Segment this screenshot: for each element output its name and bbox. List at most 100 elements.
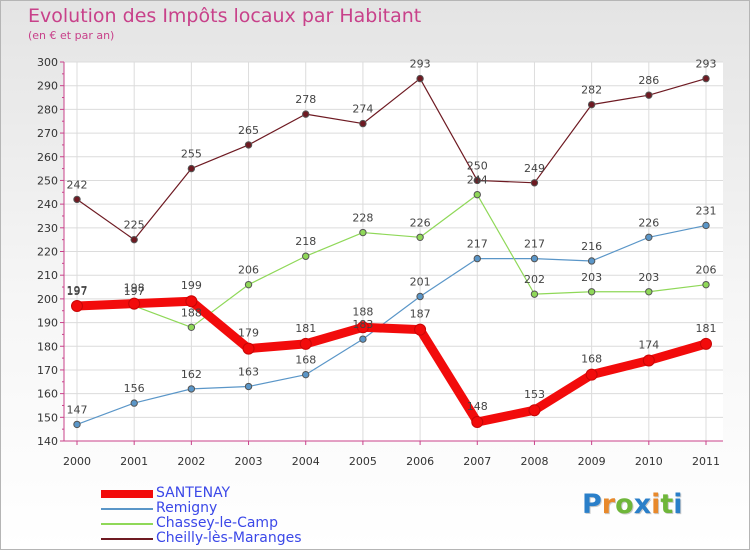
data-point-santenay bbox=[414, 323, 427, 336]
y-tick-label: 180 bbox=[37, 340, 58, 353]
y-tick-label: 160 bbox=[37, 388, 58, 401]
legend-label-santenay: SANTENAY bbox=[156, 485, 231, 501]
data-point-cheilly-l-s-maranges bbox=[416, 74, 424, 83]
data-label-chassey-le-camp: 197 bbox=[67, 285, 88, 298]
data-label-cheilly-l-s-maranges: 286 bbox=[638, 74, 659, 87]
x-tick-label: 2001 bbox=[120, 455, 148, 468]
data-point-chassey-le-camp bbox=[359, 228, 367, 237]
data-label-santenay: 181 bbox=[295, 322, 316, 335]
data-label-santenay: 188 bbox=[352, 305, 373, 318]
data-point-santenay bbox=[71, 299, 83, 312]
data-label-remigny: 156 bbox=[124, 382, 145, 395]
data-point-santenay bbox=[299, 337, 312, 350]
legend-label-chassey: Chassey-le-Camp bbox=[156, 515, 278, 531]
series-line-santenay bbox=[72, 296, 711, 427]
data-label-santenay: 199 bbox=[181, 279, 202, 292]
x-tick-label: 2010 bbox=[635, 455, 663, 468]
data-point-cheilly-l-s-maranges bbox=[702, 74, 710, 83]
y-tick-label: 190 bbox=[37, 317, 58, 330]
data-label-chassey-le-camp: 203 bbox=[581, 271, 602, 284]
data-label-cheilly-l-s-maranges: 274 bbox=[352, 103, 373, 116]
logo-letter: r bbox=[601, 489, 616, 520]
series-line-remigny bbox=[76, 224, 707, 426]
data-label-chassey-le-camp: 197 bbox=[124, 285, 145, 298]
data-label-cheilly-l-s-maranges: 249 bbox=[524, 162, 545, 175]
data-point-remigny bbox=[587, 257, 596, 265]
y-tick-label: 280 bbox=[37, 103, 58, 116]
data-point-cheilly-l-s-maranges bbox=[530, 179, 539, 187]
data-label-santenay: 181 bbox=[696, 322, 717, 335]
data-label-santenay: 174 bbox=[638, 338, 659, 351]
data-label-remigny: 168 bbox=[295, 354, 316, 367]
data-label-santenay: 168 bbox=[581, 353, 602, 366]
data-point-cheilly-l-s-maranges bbox=[73, 195, 81, 204]
x-tick-label: 2004 bbox=[292, 455, 320, 468]
legend-swatch-cheilly bbox=[101, 538, 153, 540]
logo-letter: o bbox=[615, 489, 634, 520]
data-point-cheilly-l-s-maranges bbox=[645, 91, 653, 99]
data-label-cheilly-l-s-maranges: 225 bbox=[124, 219, 145, 232]
data-point-chassey-le-camp bbox=[302, 252, 310, 260]
data-point-chassey-le-camp bbox=[416, 233, 424, 241]
x-tick-label: 2006 bbox=[406, 455, 434, 468]
data-label-cheilly-l-s-maranges: 293 bbox=[410, 58, 431, 71]
y-tick-label: 170 bbox=[37, 364, 58, 377]
y-tick-label: 290 bbox=[37, 80, 58, 93]
data-label-cheilly-l-s-maranges: 282 bbox=[581, 84, 602, 97]
data-point-remigny bbox=[416, 292, 424, 301]
data-point-santenay bbox=[356, 321, 369, 334]
data-label-remigny: 201 bbox=[410, 276, 431, 289]
data-point-cheilly-l-s-maranges bbox=[130, 235, 138, 244]
data-label-cheilly-l-s-maranges: 265 bbox=[238, 124, 259, 137]
data-point-remigny bbox=[302, 370, 310, 379]
legend-swatch-santenay bbox=[101, 490, 153, 498]
data-point-remigny bbox=[187, 385, 196, 393]
y-tick-label: 210 bbox=[37, 269, 58, 282]
data-label-chassey-le-camp: 188 bbox=[181, 306, 202, 319]
x-tick-label: 2009 bbox=[578, 455, 606, 468]
data-point-santenay bbox=[642, 354, 655, 367]
data-label-santenay: 153 bbox=[524, 388, 545, 401]
data-point-chassey-le-camp bbox=[530, 290, 539, 298]
data-point-chassey-le-camp bbox=[187, 323, 196, 331]
data-point-santenay bbox=[471, 416, 484, 429]
data-label-santenay: 198 bbox=[124, 282, 145, 295]
data-label-chassey-le-camp: 228 bbox=[352, 212, 373, 225]
data-label-chassey-le-camp: 203 bbox=[638, 271, 659, 284]
data-point-remigny bbox=[359, 335, 367, 343]
legend-swatch-chassey bbox=[101, 523, 153, 525]
data-label-remigny: 163 bbox=[238, 366, 259, 379]
x-tick-label: 2005 bbox=[349, 455, 377, 468]
chart-subtitle: (en € et par an) bbox=[28, 29, 115, 42]
data-label-chassey-le-camp: 202 bbox=[524, 273, 545, 286]
data-point-santenay bbox=[185, 295, 198, 308]
data-point-remigny bbox=[702, 221, 710, 230]
chart-title: Evolution des Impôts locaux par Habitant bbox=[28, 5, 422, 27]
legend-swatch-remigny bbox=[101, 508, 153, 510]
logo-letter: i bbox=[651, 489, 661, 520]
data-label-chassey-le-camp: 218 bbox=[295, 235, 316, 248]
logo-letter: P bbox=[582, 489, 602, 520]
data-label-cheilly-l-s-maranges: 255 bbox=[181, 148, 202, 161]
data-label-remigny: 147 bbox=[67, 403, 88, 416]
data-point-chassey-le-camp bbox=[645, 288, 653, 296]
data-label-chassey-le-camp: 226 bbox=[410, 216, 431, 229]
data-label-santenay: 187 bbox=[410, 308, 431, 321]
y-tick-label: 270 bbox=[37, 127, 58, 140]
data-label-chassey-le-camp: 244 bbox=[467, 174, 488, 187]
y-tick-label: 260 bbox=[37, 151, 58, 164]
legend-label-cheilly: Cheilly-lès-Maranges bbox=[156, 530, 302, 546]
data-point-remigny bbox=[473, 254, 481, 263]
x-tick-label: 2008 bbox=[520, 455, 548, 468]
data-point-chassey-le-camp bbox=[702, 280, 710, 289]
data-label-cheilly-l-s-maranges: 278 bbox=[295, 93, 316, 106]
data-label-remigny: 231 bbox=[696, 204, 717, 217]
data-label-santenay: 197 bbox=[67, 284, 88, 297]
data-point-cheilly-l-s-maranges bbox=[587, 100, 596, 109]
data-label-santenay: 148 bbox=[467, 400, 488, 413]
series-line-cheilly-l-s-maranges bbox=[76, 77, 707, 241]
data-label-remigny: 217 bbox=[524, 238, 545, 251]
y-tick-label: 220 bbox=[37, 246, 58, 259]
